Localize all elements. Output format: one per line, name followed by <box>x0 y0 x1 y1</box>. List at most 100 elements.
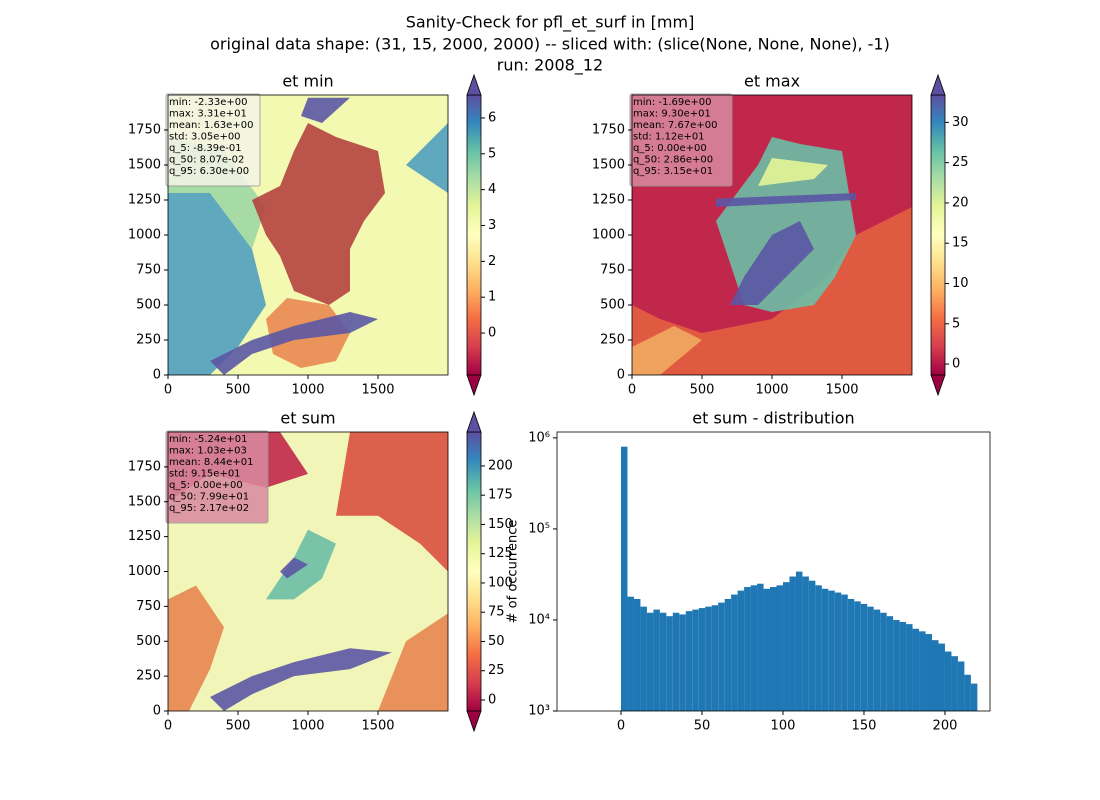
bar <box>860 603 868 711</box>
bar <box>685 611 693 711</box>
colorbar-tick-label: 175 <box>488 488 513 503</box>
stats-line: q_50: 2.86e+00 <box>633 155 713 166</box>
colorbar <box>930 94 946 376</box>
bar <box>912 628 920 711</box>
y-tick-label: 1250 <box>128 529 161 544</box>
stats-line: max: 3.31e+01 <box>169 109 247 120</box>
bar <box>750 585 758 711</box>
bar <box>893 619 900 711</box>
colorbar-tick-label: 20 <box>952 195 969 210</box>
bar <box>951 656 958 711</box>
bar <box>821 588 829 711</box>
y-tick-label: 250 <box>136 669 161 684</box>
bar <box>646 612 654 711</box>
bar <box>666 616 673 711</box>
colorbar-tick-label: 4 <box>488 182 496 197</box>
y-axis-label: # of occurrence <box>506 520 521 624</box>
heatmap-region <box>252 123 385 305</box>
y-tick-label: 500 <box>136 298 161 313</box>
bar <box>672 612 680 711</box>
x-tick-label: 500 <box>690 383 715 398</box>
bar <box>692 609 699 711</box>
colorbar <box>466 94 482 376</box>
x-tick-label: 150 <box>852 719 877 734</box>
axes-frame <box>556 431 991 712</box>
bar <box>880 612 887 711</box>
y-tick-label: 1500 <box>128 158 161 173</box>
bar <box>867 606 874 711</box>
heatmap-region <box>758 158 828 186</box>
y-tick-label: 10⁴ <box>528 612 550 627</box>
y-tick-label: 500 <box>600 298 625 313</box>
heatmap-region <box>730 221 814 305</box>
bar <box>957 661 965 711</box>
colorbar-tick-label: 125 <box>488 546 513 561</box>
colorbar-tick-label: 10 <box>952 276 969 291</box>
y-tick-label: 1750 <box>128 459 161 474</box>
bar <box>653 609 660 711</box>
y-tick-label: 1000 <box>592 228 625 243</box>
y-tick-label: 10³ <box>528 704 550 719</box>
stats-line: q_5: -8.39e-01 <box>169 143 242 154</box>
y-tick-label: 0 <box>153 704 161 719</box>
bar <box>737 590 745 711</box>
colorbar-tick-label: 0 <box>488 326 496 341</box>
bar <box>938 643 945 711</box>
stats-line: min: -5.24e+01 <box>169 434 248 445</box>
bar <box>763 588 771 711</box>
stats-line: min: -2.33e+00 <box>169 97 248 108</box>
heatmap-region <box>336 432 448 572</box>
bar <box>731 594 738 711</box>
axes-title: et sum - distribution <box>692 409 854 428</box>
colorbar-tick-label: 15 <box>952 236 969 251</box>
bar <box>718 602 725 711</box>
bar <box>964 674 971 711</box>
heatmap-region <box>210 312 378 375</box>
colorbar-tick-label: 0 <box>488 692 496 707</box>
bar <box>795 571 803 711</box>
stats-line: q_50: 8.07e-02 <box>169 155 244 166</box>
x-tick-label: 1000 <box>755 383 788 398</box>
y-tick-label: 1250 <box>128 193 161 208</box>
stats-line: max: 1.03e+03 <box>169 446 247 457</box>
y-tick-label: 750 <box>600 263 625 278</box>
bar <box>841 594 848 711</box>
bar <box>627 596 634 711</box>
colorbar-tick-label: 50 <box>488 634 505 649</box>
x-tick-label: 0 <box>628 383 636 398</box>
bar <box>815 585 822 711</box>
y-tick-label: 1250 <box>592 193 625 208</box>
colorbar-tick-label: 30 <box>952 115 969 130</box>
axes-title: et min <box>282 72 333 91</box>
bar <box>789 576 796 711</box>
colorbar-tick-label: 75 <box>488 605 505 620</box>
colorbar-tick-label: 3 <box>488 218 496 233</box>
stats-line: q_95: 2.17e+02 <box>169 503 249 514</box>
bar <box>925 634 933 711</box>
bar <box>808 580 816 711</box>
y-tick-label: 250 <box>600 333 625 348</box>
bar <box>705 606 712 711</box>
heatmap-region <box>716 193 856 207</box>
x-tick-label: 0 <box>164 719 172 734</box>
colorbar-extend <box>466 410 482 433</box>
colorbar-tick-label: 25 <box>952 155 969 170</box>
bar <box>847 598 855 711</box>
bar <box>698 608 706 711</box>
axes-title: et max <box>744 72 800 91</box>
colorbar-tick-label: 5 <box>952 316 960 331</box>
colorbar-extend <box>466 710 482 733</box>
heatmap <box>632 95 912 375</box>
bar <box>659 612 667 711</box>
y-tick-label: 0 <box>617 368 625 383</box>
y-tick-label: 1500 <box>128 494 161 509</box>
colorbar-tick-label: 1 <box>488 290 496 305</box>
x-tick-label: 500 <box>226 719 251 734</box>
colorbar-tick-label: 100 <box>488 575 513 590</box>
bar <box>724 598 732 711</box>
bar <box>744 587 751 711</box>
x-tick-label: 1000 <box>291 383 324 398</box>
